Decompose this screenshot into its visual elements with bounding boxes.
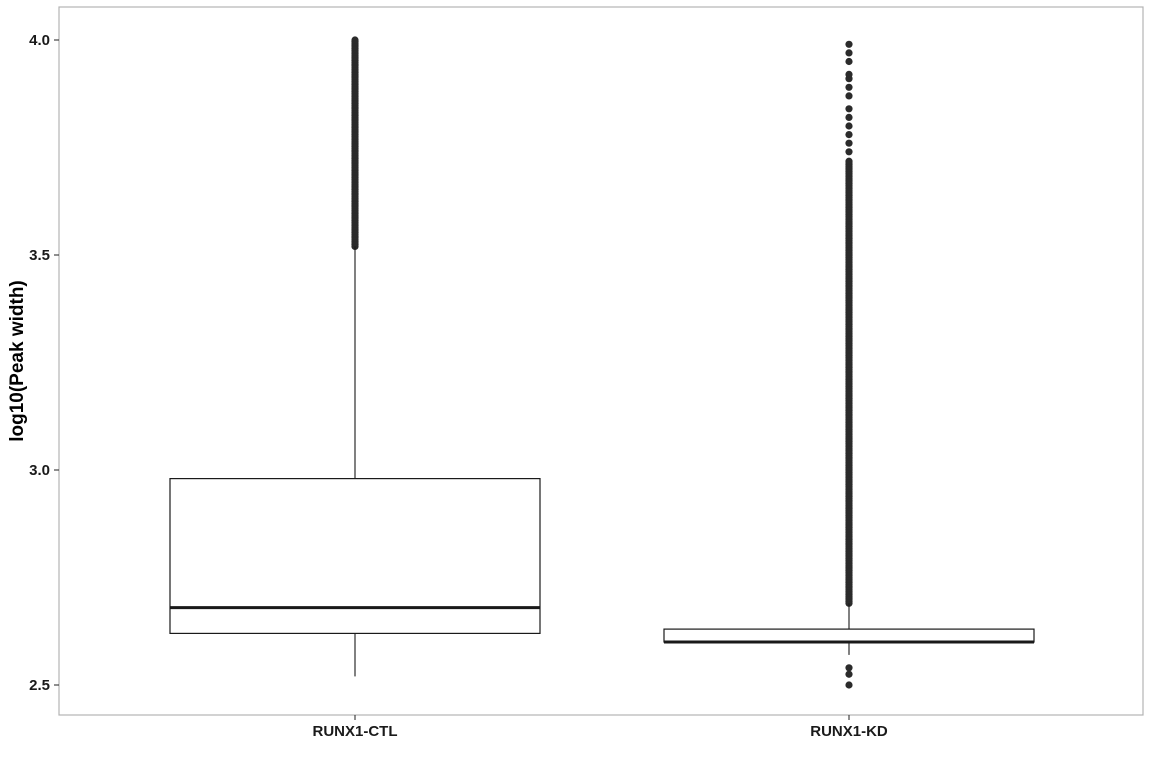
outlier-point — [845, 57, 853, 66]
y-tick-label: 4.0 — [29, 32, 50, 49]
outlier-point — [845, 148, 853, 156]
y-tick-label: 3.5 — [29, 247, 50, 264]
outlier-point — [845, 122, 853, 130]
outlier-point — [845, 670, 853, 678]
outlier-point — [845, 113, 853, 121]
x-category-label: RUNX1-CTL — [313, 723, 398, 740]
y-axis-title: log10(Peak width) — [7, 280, 28, 442]
outlier-point — [845, 40, 853, 48]
x-axis: RUNX1-CTL RUNX1-KD — [313, 715, 888, 740]
outlier-point — [845, 664, 853, 672]
box-iqr — [169, 478, 541, 635]
x-category-label: RUNX1-KD — [810, 723, 888, 740]
outlier-point — [351, 36, 359, 44]
y-tick-label: 3.0 — [29, 462, 50, 479]
outlier-point — [845, 49, 853, 57]
outlier-point — [845, 157, 853, 165]
outlier-point — [845, 83, 853, 91]
boxes — [169, 36, 1035, 689]
y-axis: 2.5 3.0 3.5 4.0 — [29, 32, 59, 694]
box-iqr — [663, 628, 1035, 643]
outlier-point — [845, 681, 853, 689]
outlier-point — [845, 92, 853, 100]
outlier-point — [845, 139, 853, 147]
outlier-point — [845, 70, 853, 78]
box-group-ctl — [169, 36, 541, 677]
y-tick-label: 2.5 — [29, 677, 50, 694]
box-group-kd — [663, 40, 1035, 689]
outlier-point — [845, 105, 853, 113]
outlier-point — [845, 131, 853, 139]
